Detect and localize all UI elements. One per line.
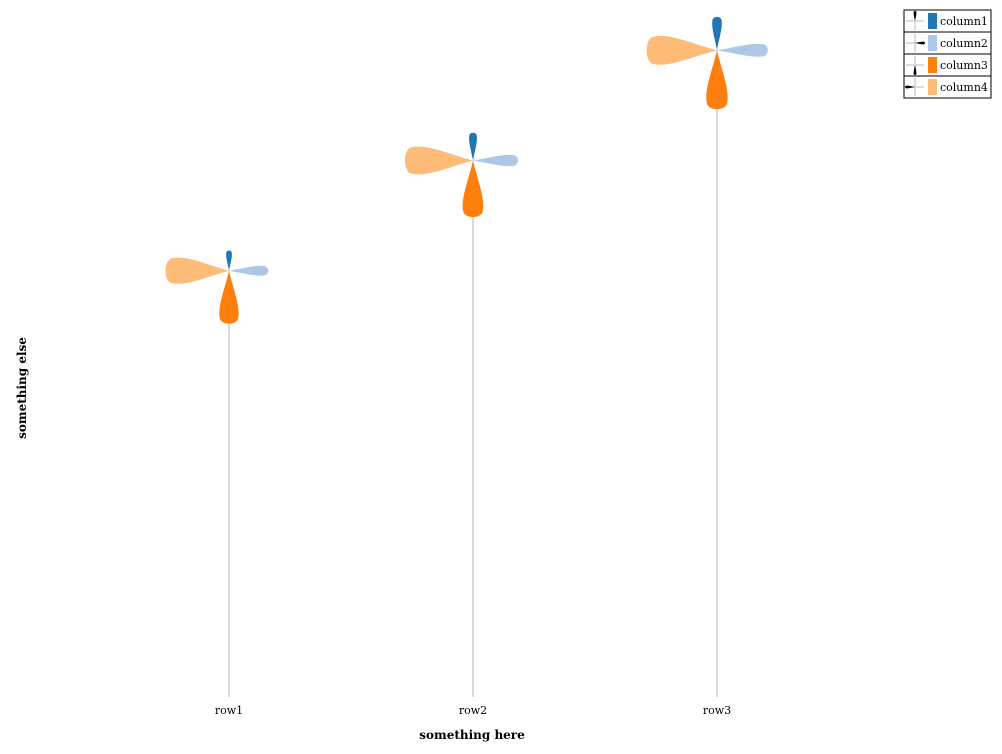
petal-row1-column3 xyxy=(219,270,239,324)
legend-item-column4: column4 xyxy=(903,75,992,99)
legend-glyph-icon xyxy=(913,11,917,21)
legend-item-column1: column1 xyxy=(903,9,992,33)
legend-item-column2: column2 xyxy=(903,31,992,55)
legend-swatch xyxy=(928,79,937,95)
legend-label: column3 xyxy=(940,59,988,72)
petal-row3-column2 xyxy=(717,43,768,57)
y-axis-title: something else xyxy=(15,337,29,439)
x-tick-label: row3 xyxy=(703,704,731,717)
legend-item-column3: column3 xyxy=(903,53,992,77)
petal-row2-column2 xyxy=(473,154,518,167)
x-tick-label: row2 xyxy=(459,704,487,717)
petal-row3-column1 xyxy=(712,16,722,51)
petals-layer xyxy=(165,16,768,324)
petal-row2-column1 xyxy=(469,132,477,161)
legend-glyph-icon xyxy=(913,65,917,75)
x-axis-title: something here xyxy=(419,728,525,742)
legend-label: column4 xyxy=(940,81,988,94)
petal-row1-column1 xyxy=(226,250,232,271)
petal-row1-column4 xyxy=(165,257,229,284)
x-tick-label: row1 xyxy=(215,704,243,717)
legend-swatch xyxy=(928,35,937,51)
legend-swatch xyxy=(928,13,937,29)
petal-row3-column3 xyxy=(706,50,728,110)
legend-label: column2 xyxy=(940,37,988,50)
legend-label: column1 xyxy=(940,15,988,28)
legend-glyph-icon xyxy=(915,41,925,45)
petal-row3-column4 xyxy=(646,35,717,65)
stems-layer xyxy=(228,50,718,697)
x-tick-labels: row1 row2 row3 xyxy=(215,704,731,717)
legend-glyph-icon xyxy=(905,85,915,89)
petal-row2-column3 xyxy=(462,160,484,218)
legend-swatch xyxy=(928,57,937,73)
petal-row2-column4 xyxy=(404,146,473,175)
petal-row1-column2 xyxy=(229,265,269,276)
legend: column1 column2 column3 column4 xyxy=(903,9,992,99)
